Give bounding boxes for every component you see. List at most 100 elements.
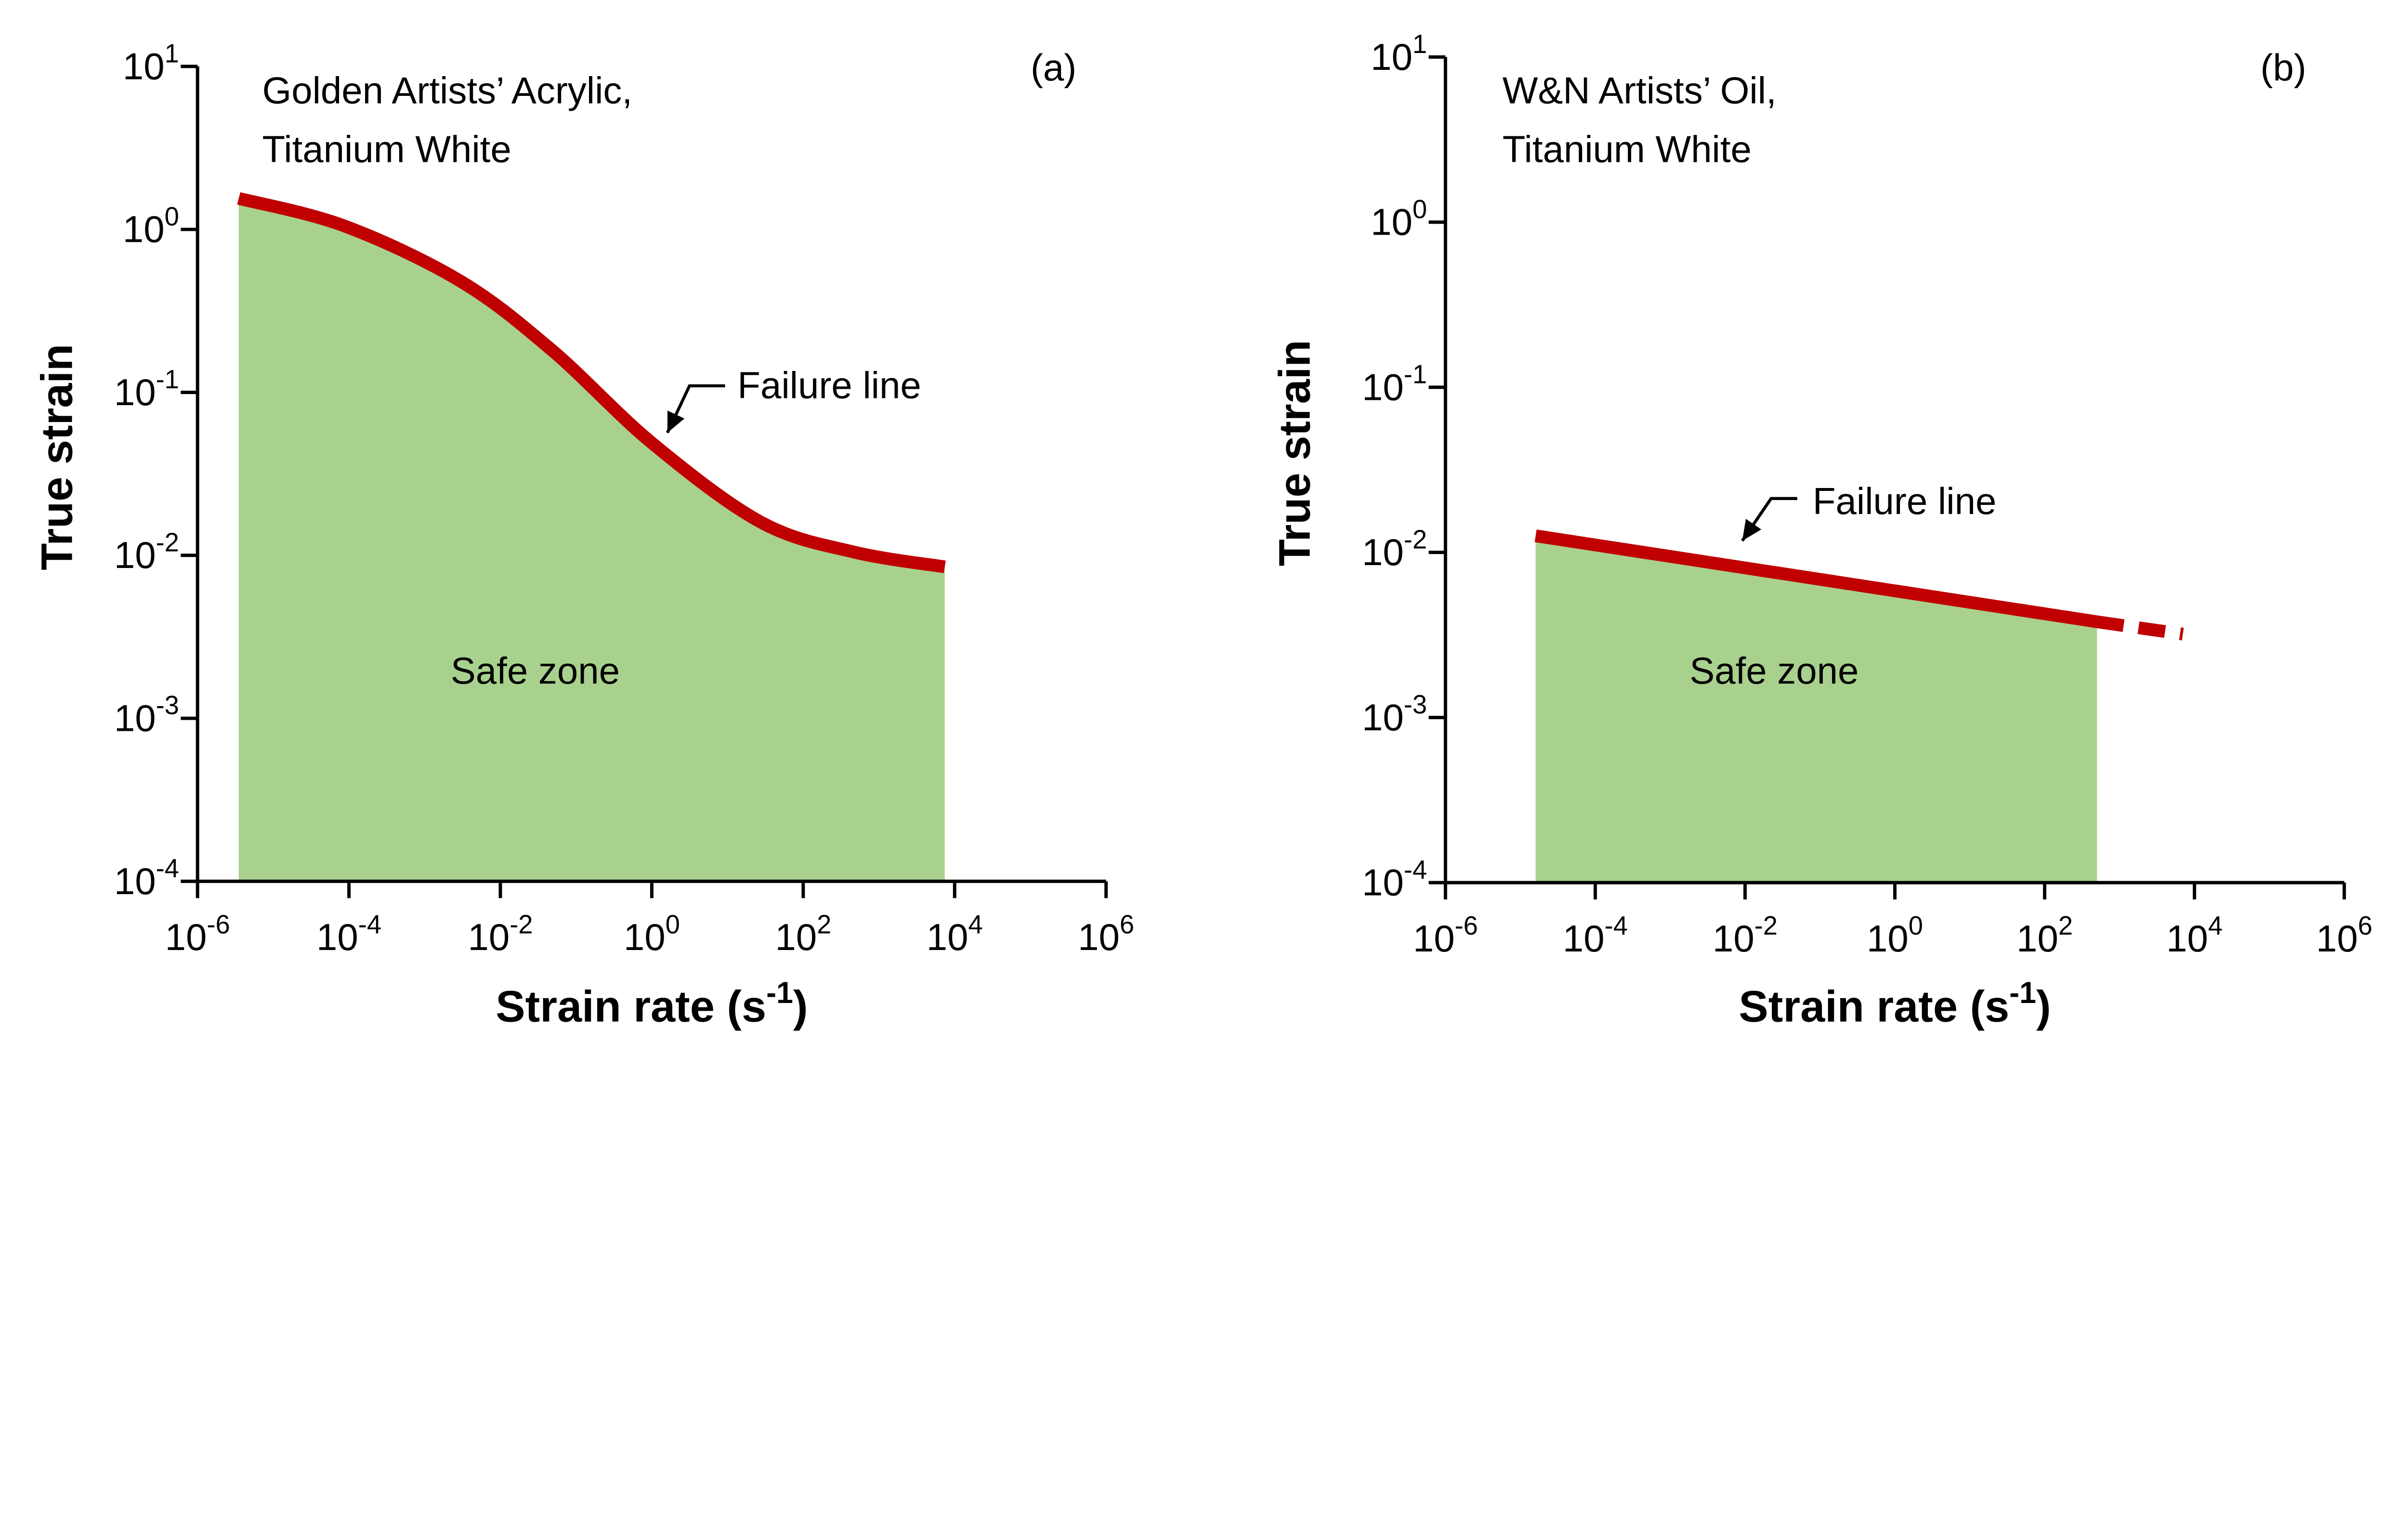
x-tick-label: 10-6 — [1413, 911, 1478, 960]
safe-zone-label: Safe zone — [451, 649, 620, 692]
y-tick-label: 10-1 — [1362, 360, 1427, 409]
y-tick-base: 10 — [114, 860, 156, 902]
y-tick-exponent: -4 — [156, 854, 179, 883]
y-tick-label: 10-4 — [114, 854, 179, 902]
y-tick-exponent: -2 — [156, 528, 179, 557]
y-axis-title: True strain — [1270, 340, 1319, 567]
x-tick-base: 10 — [2316, 917, 2358, 960]
x-tick-base: 10 — [624, 916, 666, 958]
panel-label: (a) — [1031, 46, 1076, 89]
x-tick-exponent: -4 — [1605, 911, 1628, 940]
x-tick-exponent: 4 — [2208, 911, 2223, 940]
x-tick-label: 10-6 — [165, 910, 230, 958]
x-tick-base: 10 — [316, 916, 358, 958]
material-label: Titanium White — [262, 128, 511, 170]
y-tick-label: 100 — [1371, 195, 1427, 243]
y-tick-base: 10 — [114, 371, 156, 413]
x-tick-exponent: 0 — [666, 910, 680, 939]
failure-line-label: Failure line — [1813, 480, 1996, 522]
x-tick-base: 10 — [1563, 917, 1605, 960]
panel-a: 10-6 10-4 10-2 100 102 104 10610110010-110-210… — [33, 39, 1134, 1031]
y-tick-label: 100 — [123, 202, 179, 251]
x-tick-exponent: -6 — [1455, 911, 1478, 940]
x-tick-exponent: 0 — [1909, 911, 1923, 940]
arrowhead-icon — [1742, 519, 1762, 541]
x-tick-base: 10 — [775, 916, 817, 958]
x-tick-label: 100 — [1867, 911, 1923, 960]
x-tick-base: 10 — [468, 916, 510, 958]
y-tick-exponent: 0 — [165, 202, 179, 231]
y-tick-base: 10 — [1371, 36, 1413, 78]
failure-line — [1534, 529, 2098, 628]
y-tick-label: 10-2 — [1362, 525, 1427, 573]
y-tick-label: 10-4 — [1362, 855, 1427, 904]
panel-b: 10-6 10-4 10-2 100 102 104 10610110010-110-210… — [1270, 29, 2372, 1031]
y-tick-base: 10 — [123, 208, 165, 251]
y-tick-base: 10 — [1362, 861, 1404, 904]
x-axis-title-end: ) — [793, 982, 808, 1031]
x-tick-base: 10 — [2166, 917, 2208, 960]
failure-line — [237, 192, 946, 573]
y-tick-base: 10 — [1362, 696, 1404, 739]
y-tick-base: 10 — [123, 45, 165, 87]
x-tick-base: 10 — [1713, 917, 1754, 960]
x-axis-title-exponent: -1 — [2009, 976, 2036, 1010]
y-tick-label: 10-3 — [1362, 690, 1427, 739]
annotation-arrow-line — [666, 384, 725, 434]
safe-zone-area — [238, 198, 945, 882]
y-tick-exponent: 1 — [165, 39, 179, 68]
material-label: W&N Artists’ Oil, — [1503, 69, 1777, 111]
failure-line-extension — [2096, 615, 2184, 641]
y-tick-label: 101 — [1371, 29, 1427, 78]
y-tick-exponent: -3 — [1404, 690, 1427, 719]
y-tick-label: 10-3 — [114, 691, 179, 739]
safe-zone-label: Safe zone — [1689, 649, 1858, 692]
x-tick-label: 102 — [2016, 911, 2073, 960]
y-tick-exponent: -2 — [1404, 525, 1427, 554]
x-tick-exponent: 6 — [2358, 911, 2372, 940]
x-axis-title: Strain rate (s-1) — [496, 976, 808, 1031]
y-tick-base: 10 — [114, 697, 156, 739]
y-tick-exponent: -1 — [1404, 360, 1427, 389]
x-tick-label: 106 — [2316, 911, 2372, 960]
x-tick-exponent: 6 — [1120, 910, 1134, 939]
failure-line-label: Failure line — [737, 364, 921, 407]
x-tick-exponent: 2 — [817, 910, 831, 939]
material-label: Golden Artists’ Acrylic, — [262, 69, 633, 111]
y-tick-label: 101 — [123, 39, 179, 88]
x-axis-title-end: ) — [2036, 982, 2051, 1031]
x-tick-base: 10 — [927, 916, 968, 958]
x-tick-base: 10 — [165, 916, 207, 958]
x-tick-exponent: -2 — [1754, 911, 1778, 940]
y-tick-exponent: -4 — [1404, 855, 1427, 884]
x-tick-label: 10-2 — [468, 910, 533, 958]
x-axis-title: Strain rate (s-1) — [1739, 976, 2051, 1031]
x-axis-title-text: Strain rate (s — [496, 982, 766, 1031]
x-tick-exponent: -4 — [358, 910, 381, 939]
x-tick-base: 10 — [1078, 916, 1120, 958]
x-axis-title-exponent: -1 — [766, 976, 793, 1010]
x-axis-title-text: Strain rate (s — [1739, 982, 2009, 1031]
x-tick-label: 104 — [2166, 911, 2223, 960]
y-tick-base: 10 — [1362, 531, 1404, 573]
x-tick-label: 102 — [775, 910, 831, 958]
y-tick-base: 10 — [1362, 366, 1404, 408]
safe-zone-area — [1535, 536, 2097, 883]
y-tick-exponent: 1 — [1413, 29, 1427, 59]
y-tick-base: 10 — [1371, 201, 1413, 243]
arrowhead-icon — [667, 410, 685, 433]
y-tick-label: 10-2 — [114, 528, 179, 576]
y-tick-base: 10 — [114, 534, 156, 576]
x-tick-label: 100 — [624, 910, 680, 958]
x-tick-label: 10-2 — [1713, 911, 1778, 960]
x-tick-label: 10-4 — [1563, 911, 1628, 960]
y-axis-title: True strain — [33, 344, 82, 570]
y-tick-exponent: 0 — [1413, 195, 1427, 224]
material-label: Titanium White — [1503, 128, 1752, 170]
x-tick-label: 104 — [927, 910, 983, 958]
x-tick-exponent: 2 — [2058, 911, 2073, 940]
x-tick-base: 10 — [1413, 917, 1455, 960]
figure: 10-6 10-4 10-2 100 102 104 10610110010-110-210… — [33, 29, 2372, 1031]
x-tick-exponent: -2 — [510, 910, 533, 939]
y-tick-exponent: -3 — [156, 691, 179, 720]
